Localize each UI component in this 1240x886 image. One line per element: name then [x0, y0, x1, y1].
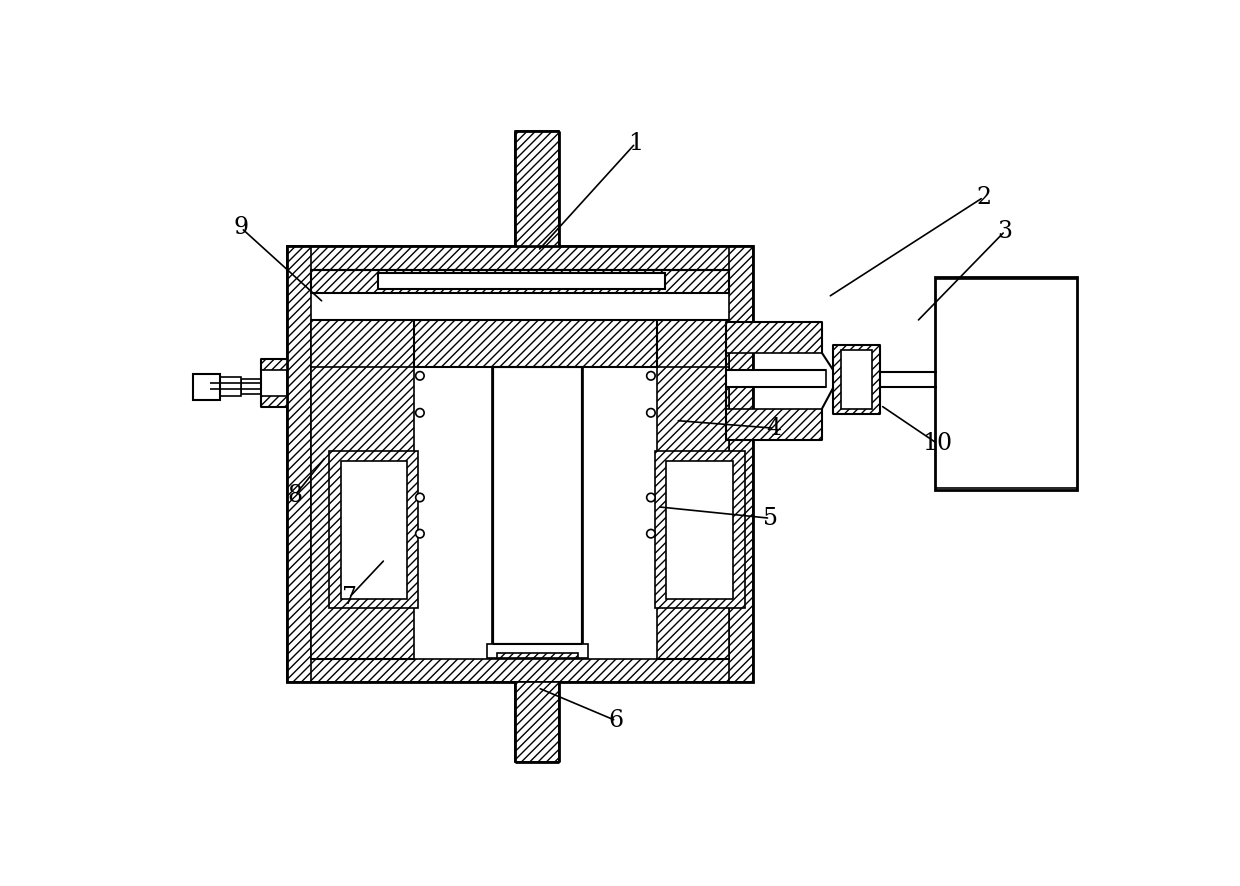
Text: 2: 2	[976, 186, 991, 209]
Bar	[494, 368, 582, 644]
Bar	[341, 461, 407, 599]
Bar	[515, 131, 559, 246]
Bar	[725, 370, 826, 387]
Bar	[260, 396, 288, 408]
Bar	[288, 246, 310, 682]
Bar	[310, 320, 414, 659]
Bar	[487, 644, 588, 657]
Circle shape	[415, 408, 424, 417]
Circle shape	[415, 530, 424, 538]
Bar	[288, 246, 753, 269]
Bar	[935, 277, 1078, 490]
Circle shape	[647, 408, 655, 417]
Bar	[310, 269, 729, 292]
Text: 4: 4	[766, 416, 781, 439]
Text: 9: 9	[233, 216, 249, 239]
Circle shape	[415, 371, 424, 380]
Bar	[242, 379, 260, 394]
Bar	[657, 320, 729, 659]
Circle shape	[647, 530, 655, 538]
Bar	[841, 350, 872, 409]
Bar	[666, 461, 733, 599]
Circle shape	[647, 494, 655, 501]
Bar	[288, 659, 753, 682]
Bar	[377, 274, 665, 289]
Bar	[729, 246, 753, 682]
Text: 8: 8	[288, 484, 303, 507]
Text: 5: 5	[763, 507, 777, 530]
Bar	[497, 653, 578, 657]
Bar	[515, 682, 559, 762]
Circle shape	[415, 494, 424, 501]
Bar	[725, 322, 822, 353]
Bar	[329, 451, 418, 609]
Bar	[288, 246, 753, 682]
Text: 3: 3	[998, 220, 1013, 243]
Bar	[260, 359, 288, 370]
Text: 6: 6	[609, 710, 624, 733]
Bar	[414, 320, 657, 368]
Text: 7: 7	[341, 586, 357, 609]
Bar	[219, 377, 242, 396]
Text: 1: 1	[627, 132, 644, 155]
Bar	[655, 451, 745, 609]
Bar	[833, 345, 879, 415]
Bar	[192, 374, 219, 400]
Bar	[725, 409, 822, 439]
Text: 10: 10	[923, 432, 952, 455]
Circle shape	[647, 371, 655, 380]
